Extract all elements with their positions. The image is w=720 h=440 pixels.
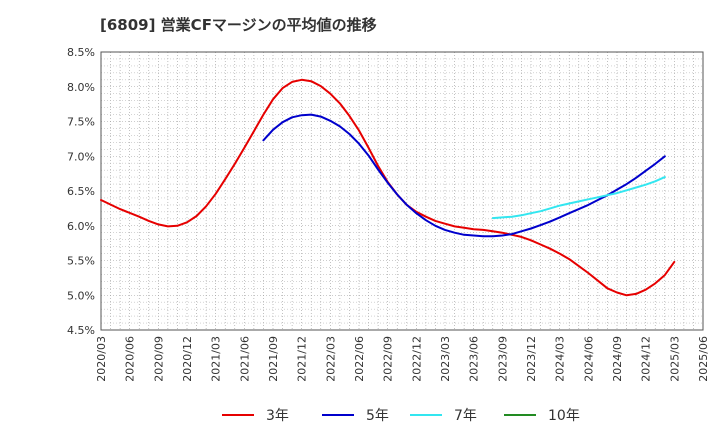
legend-item: 7年	[410, 402, 477, 428]
grid-lines	[100, 51, 704, 331]
axes	[100, 51, 704, 331]
plot-frame	[100, 51, 704, 331]
x-tick-label: 2020/12	[181, 336, 194, 382]
x-tick-label: 2021/09	[267, 336, 280, 382]
x-tick-label: 2020/09	[152, 336, 165, 382]
x-tick-label: 2024/06	[582, 336, 595, 382]
y-tick-label: 5.5%	[67, 255, 95, 268]
x-tick-label: 2022/03	[324, 336, 337, 382]
y-tick-label: 6.5%	[67, 185, 95, 198]
legend-swatch	[410, 414, 442, 416]
y-tick-label: 7.5%	[67, 116, 95, 129]
legend-label: 7年	[454, 408, 477, 424]
x-tick-label: 2023/12	[525, 336, 538, 382]
legend-swatch	[504, 414, 536, 416]
legend-label: 10年	[548, 408, 580, 424]
series-lines	[100, 78, 676, 297]
legend-swatch	[222, 414, 254, 416]
legend-item: 10年	[504, 402, 580, 428]
x-tick-label: 2021/06	[238, 336, 251, 382]
x-tick-label: 2024/09	[611, 336, 624, 382]
x-tick-label: 2022/09	[382, 336, 395, 382]
legend-label: 3年	[266, 408, 289, 424]
series-line-5年	[262, 113, 666, 238]
x-tick-label: 2024/03	[554, 336, 567, 382]
y-tick-label: 8.5%	[67, 46, 95, 59]
x-tick-label: 2025/03	[668, 336, 681, 382]
y-tick-label: 7.0%	[67, 150, 95, 163]
legend: 3年 5年 7年 10年	[0, 402, 720, 428]
y-tick-label: 8.0%	[67, 81, 95, 94]
legend-label: 5年	[366, 408, 389, 424]
legend-item: 5年	[322, 402, 389, 428]
x-tick-label: 2020/03	[95, 336, 108, 382]
x-tick-label: 2022/12	[410, 336, 423, 382]
x-tick-label: 2023/09	[496, 336, 509, 382]
x-tick-label: 2025/06	[697, 336, 710, 382]
tick-labels: 4.5% 5.0% 5.5% 6.0% 6.5% 7.0% 7.5% 8.0% 8.5% 2020…	[67, 46, 710, 382]
x-tick-label: 2022/06	[353, 336, 366, 382]
x-tick-label: 2024/12	[640, 336, 653, 382]
legend-swatch	[322, 414, 354, 416]
chart-title: [6809] 営業CFマージンの平均値の推移	[100, 16, 377, 34]
y-tick-label: 6.0%	[67, 220, 95, 233]
x-tick-label: 2020/06	[124, 336, 137, 382]
legend-item: 3年	[222, 402, 289, 428]
series-line-7年	[491, 176, 666, 220]
line-chart: 4.5% 5.0% 5.5% 6.0% 6.5% 7.0% 7.5% 8.0% 8.5% 2020…	[67, 46, 710, 382]
x-tick-label: 2023/06	[468, 336, 481, 382]
y-tick-label: 4.5%	[67, 324, 95, 337]
y-tick-label: 5.0%	[67, 289, 95, 302]
x-tick-label: 2023/03	[439, 336, 452, 382]
x-tick-label: 2021/03	[210, 336, 223, 382]
x-tick-label: 2021/12	[296, 336, 309, 382]
